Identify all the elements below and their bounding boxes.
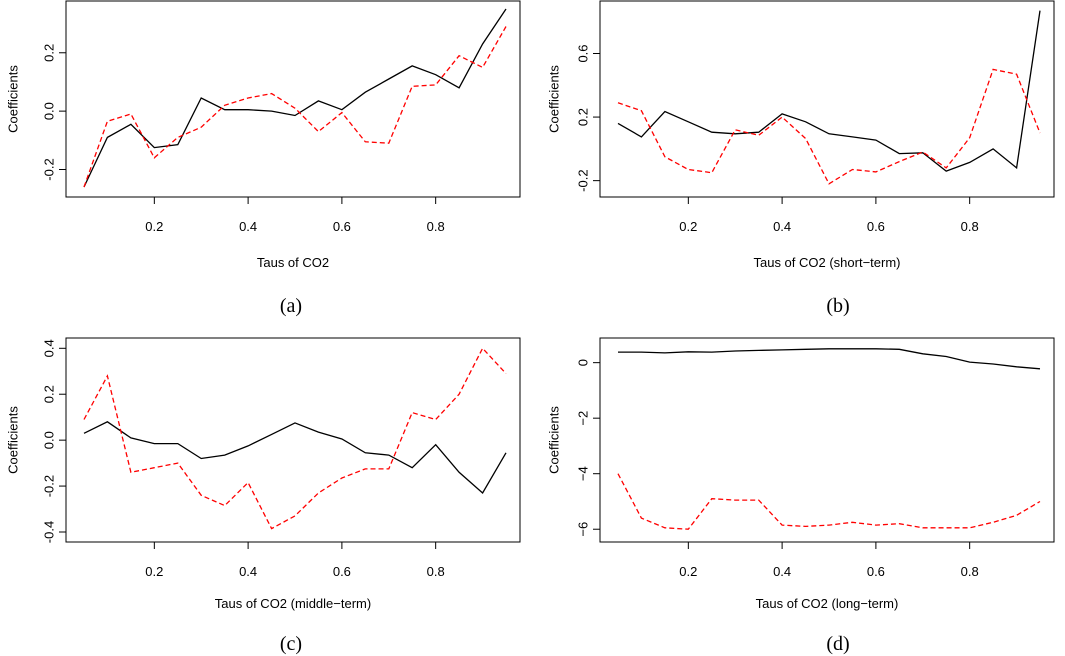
x-tick-label: 0.2 [145, 564, 163, 579]
x-axis-title: Taus of CO2 (short−term) [753, 255, 900, 270]
x-tick-label: 0.6 [867, 219, 885, 234]
plot-frame [599, 337, 1055, 543]
panel-caption: (b) [826, 295, 849, 317]
y-tick-label: 0.4 [41, 339, 56, 357]
y-tick-label: 0.2 [41, 385, 56, 403]
y-tick-label: 0.2 [575, 108, 590, 126]
x-tick-label: 0.8 [427, 564, 445, 579]
x-tick-label: 0.4 [773, 219, 791, 234]
x-tick-label: 0.6 [333, 219, 351, 234]
panel-caption: (c) [280, 633, 302, 655]
y-axis-title: Coefficients [5, 65, 20, 133]
y-tick-label: -0.4 [41, 521, 56, 543]
y-tick-label: 0.0 [41, 431, 56, 449]
x-tick-label: 0.2 [679, 219, 697, 234]
plot-frame [599, 0, 1055, 198]
x-tick-label: 0.4 [239, 564, 257, 579]
chart-panel-3: 0.2 0.4 0.6 0.8 -0.4 -0.2 0.0 0.2 0.4 Taus of CO2… [5, 337, 521, 655]
series-line-red-dashed [83, 347, 507, 530]
y-tick-label: 0 [575, 359, 590, 366]
series-line-black-solid [83, 8, 507, 188]
y-tick-label: 0.0 [41, 102, 56, 120]
x-tick-label: 0.2 [145, 219, 163, 234]
y-tick-label: −4 [575, 466, 590, 481]
y-tick-label: -0.2 [575, 169, 590, 191]
x-tick-label: 0.8 [961, 219, 979, 234]
y-axis-title: Coefficients [5, 406, 20, 474]
series-line-red-dashed [83, 26, 507, 188]
x-tick-label: 0.2 [679, 564, 697, 579]
x-tick-label: 0.4 [773, 564, 791, 579]
x-axis-title: Taus of CO2 (long−term) [756, 596, 899, 611]
series-line-red-dashed [617, 68, 1041, 185]
plot-frame [65, 337, 521, 543]
panel-caption: (a) [280, 295, 302, 317]
series-line-black-solid [83, 421, 507, 495]
chart-panel-2: 0.2 0.4 0.6 0.8 -0.2 0.2 0.6 Taus of CO2 (short… [546, 0, 1055, 317]
panel-caption: (d) [826, 633, 849, 655]
series-line-black-solid [617, 10, 1041, 172]
y-axis-title: Coefficients [546, 406, 561, 474]
y-tick-label: −6 [575, 522, 590, 537]
y-tick-label: 0.6 [575, 44, 590, 62]
y-tick-label: -0.2 [41, 475, 56, 497]
chart-panel-1: 0.2 0.4 0.6 0.8 -0.2 0.0 0.2 Taus of CO2 Coeffic… [5, 0, 521, 317]
series-line-red-dashed [617, 473, 1041, 530]
x-axis-title: Taus of CO2 [257, 255, 329, 270]
x-tick-label: 0.6 [867, 564, 885, 579]
x-axis-title: Taus of CO2 (middle−term) [215, 596, 371, 611]
y-axis-title: Coefficients [546, 65, 561, 133]
x-tick-label: 0.8 [961, 564, 979, 579]
y-tick-label: -0.2 [41, 158, 56, 180]
x-tick-label: 0.8 [427, 219, 445, 234]
x-tick-label: 0.6 [333, 564, 351, 579]
x-tick-label: 0.4 [239, 219, 257, 234]
y-tick-label: −2 [575, 411, 590, 426]
y-tick-label: 0.2 [41, 44, 56, 62]
series-line-black-solid [618, 348, 1041, 370]
plot-frame [65, 0, 521, 198]
chart-panel-4: 0.2 0.4 0.6 0.8 −6 −4 −2 0 Taus of CO2 (long−ter… [546, 337, 1055, 655]
